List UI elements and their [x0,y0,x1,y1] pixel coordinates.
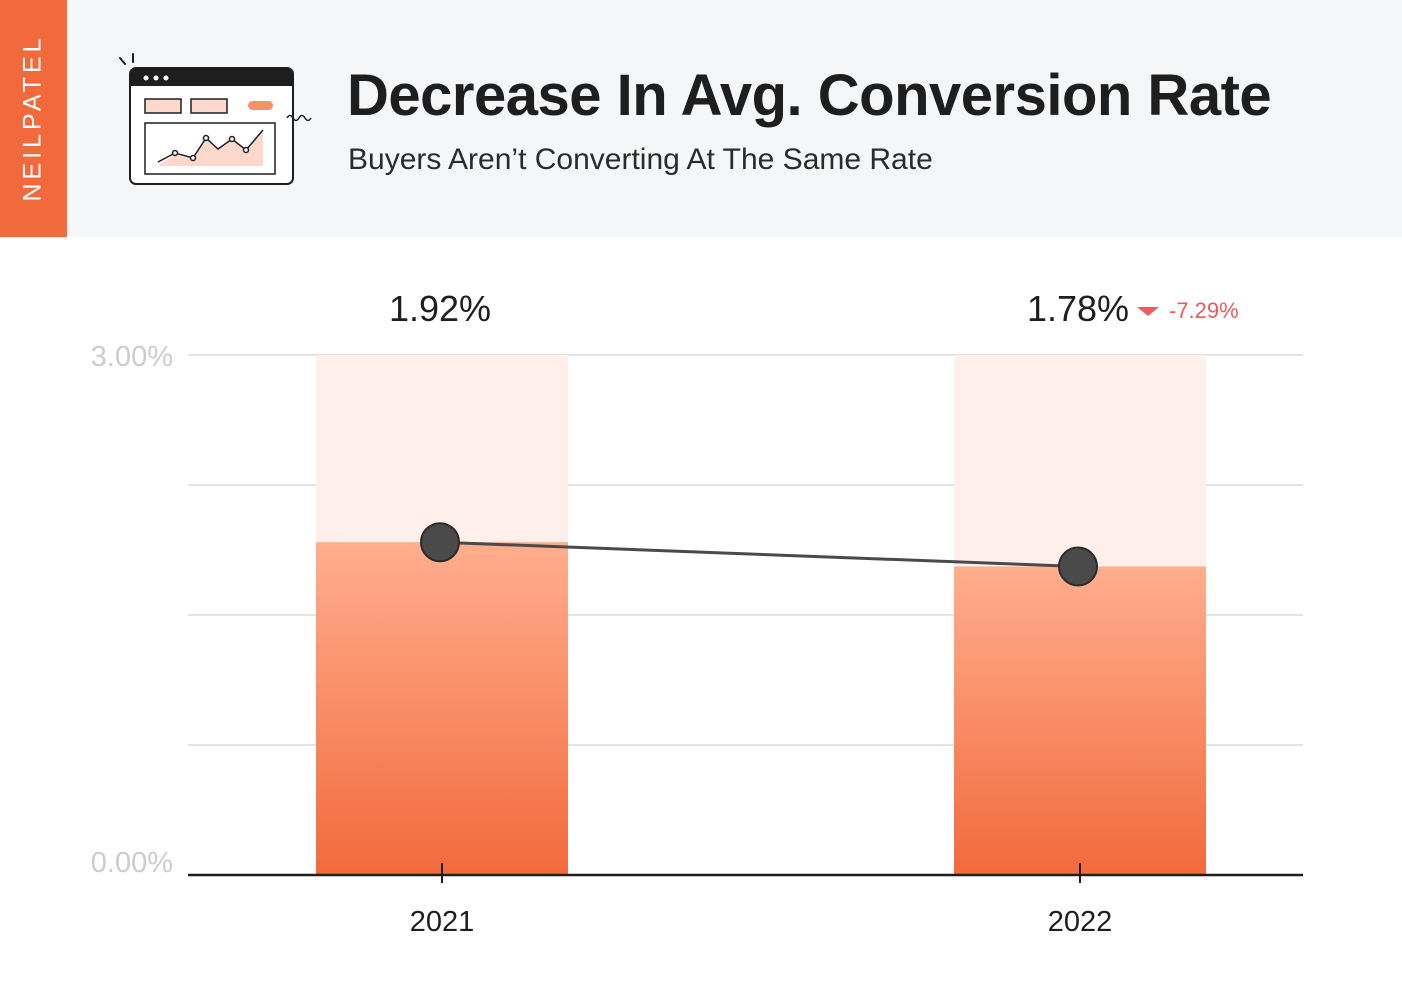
data-label: 1.78% [1027,288,1129,329]
trend-point [420,522,460,563]
page-subtitle: Buyers Aren’t Converting At The Same Rat… [348,143,933,176]
bar-2021 [316,542,568,875]
trend-point [1058,546,1098,587]
header: NEILPATEL Decrease In Avg. Conversion Ra… [0,0,1402,237]
brand-strip: NEILPATEL [0,0,67,237]
trend-line [439,540,1079,568]
decrease-arrow-icon [1137,307,1159,316]
change-label: -7.29% [1169,298,1239,323]
brand-logo-text: NEILPATEL [18,34,47,202]
y-tick-label-min: 0.00% [91,847,173,879]
page-title: Decrease In Avg. Conversion Rate [347,63,1272,128]
y-tick-label-max: 3.00% [91,341,173,373]
browser-analytics-icon [119,53,312,185]
bar-2022 [954,566,1206,875]
data-label: 1.92% [389,288,491,329]
x-tick-label: 2022 [1048,906,1113,938]
x-tick-label: 2021 [410,906,475,938]
conversion-rate-chart: 3.00% 0.00% 2021 2022 1.92% 1.78% -7.29% [91,288,1303,938]
